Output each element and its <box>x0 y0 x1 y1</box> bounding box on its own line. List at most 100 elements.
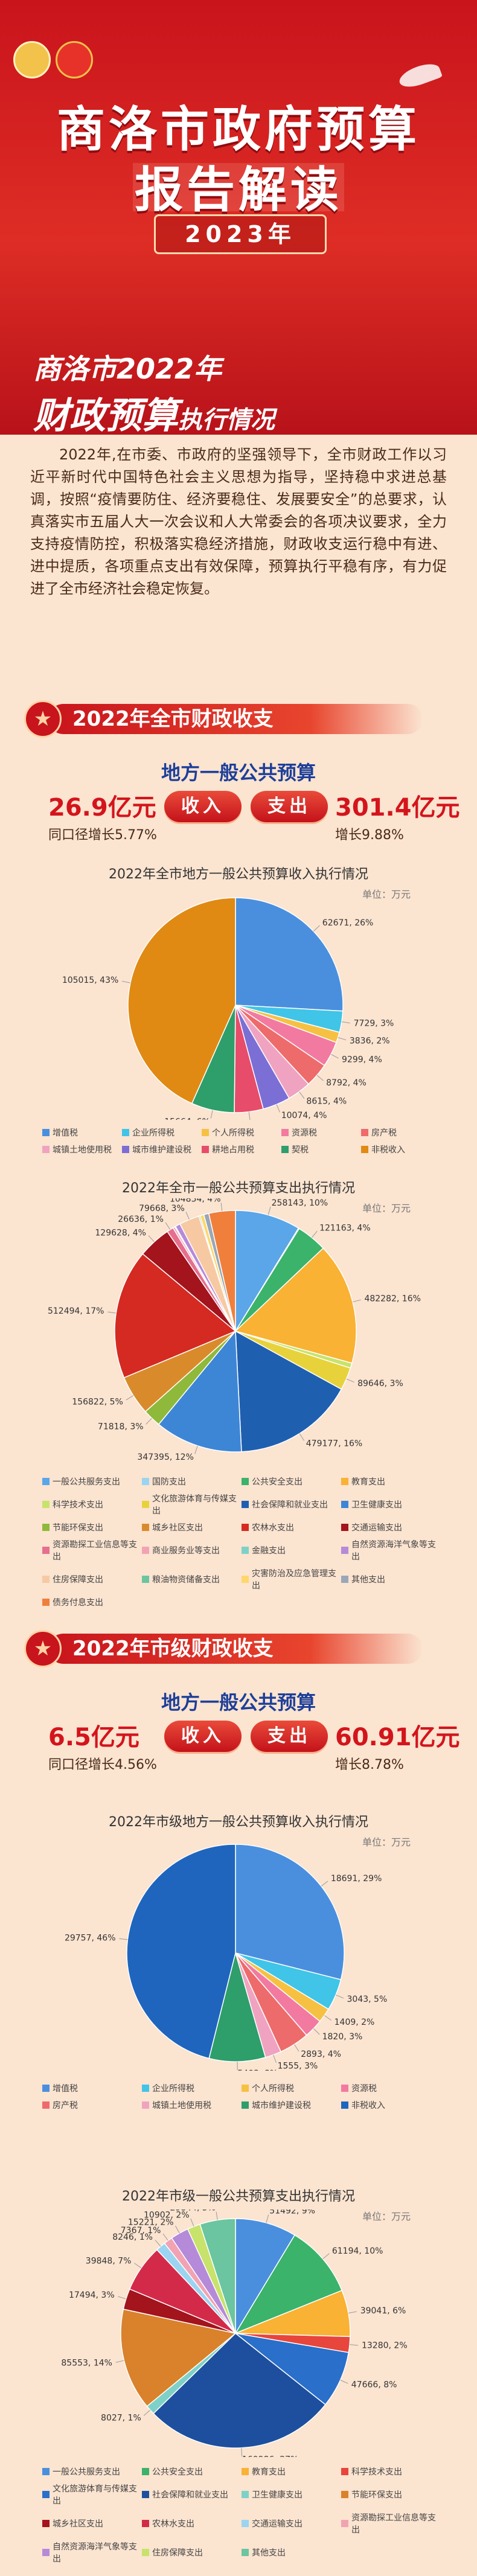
legend-item: 个人所得税 <box>242 2082 341 2094</box>
legend-label: 农林水支出 <box>252 1523 294 1533</box>
header: 商洛市政府预算 报告解读 2023年 商洛市2022年 财政预算执行情况 <box>0 0 477 435</box>
legend-item: 城市维护建设税 <box>122 1143 202 1155</box>
legend-swatch <box>122 1146 129 1153</box>
section-bar <box>48 704 423 734</box>
subtitle: 商洛市2022年 <box>33 353 222 385</box>
legend-label: 农林水支出 <box>152 2519 194 2529</box>
legend-item: 公共安全支出 <box>242 1475 341 1488</box>
legend-label: 个人所得税 <box>212 1128 254 1138</box>
legend-swatch <box>341 2520 348 2527</box>
value-label: 10902, 2% <box>144 2210 190 2220</box>
legend-item: 非税收入 <box>341 2099 441 2111</box>
legend-item: 金融支出 <box>242 1538 341 1562</box>
legend-label: 卫生健康支出 <box>351 1500 402 1510</box>
value-label: 17494, 3% <box>69 2290 115 2300</box>
emblem <box>56 41 93 78</box>
title: 商洛市政府预算 <box>57 101 420 158</box>
unit-label: 单位：万元 <box>362 1836 411 1848</box>
legend-swatch <box>142 1547 149 1554</box>
leader-line <box>312 1230 318 1238</box>
leader-line <box>313 2028 320 2035</box>
legend-label: 企业所得税 <box>152 2084 194 2094</box>
value-label: 89646, 3% <box>357 1379 403 1389</box>
legend-item: 房产税 <box>42 2099 142 2111</box>
legend-swatch <box>202 1146 209 1153</box>
legend-label: 国防支出 <box>152 1477 186 1487</box>
leader-line <box>299 1091 305 1099</box>
pie-slice <box>114 1253 237 1379</box>
legend-item: 耕地占用税 <box>202 1143 281 1155</box>
legend-swatch <box>281 1129 289 1136</box>
value-label: 29844, 5% <box>170 2210 216 2213</box>
legend-swatch <box>341 1478 348 1485</box>
legend-item: 资源勘探工业信息等支出 <box>341 2511 441 2536</box>
legend-swatch <box>42 2491 50 2498</box>
leader-line <box>119 1938 128 1940</box>
legend-swatch <box>42 2085 50 2092</box>
legend-item: 农林水支出 <box>142 2511 242 2536</box>
legend-swatch <box>142 2101 149 2109</box>
leader-line <box>331 1054 339 1059</box>
value-label: 1409, 2% <box>335 2018 375 2027</box>
skyline <box>133 163 344 211</box>
legend-label: 交通运输支出 <box>252 2519 303 2529</box>
legend-label: 自然资源海洋气象等支出 <box>351 1540 436 1562</box>
legend-item: 国防支出 <box>142 1475 242 1488</box>
leader-line <box>165 1222 171 1230</box>
pie-slice <box>158 1330 242 1453</box>
pie-chart: 62671, 26% 7729, 3% 3836, 2% 9299, 4% 8792, … <box>62 897 394 1120</box>
legend-item: 城镇土地使用税 <box>142 2099 242 2111</box>
legend-item: 房产税 <box>361 1127 441 1139</box>
legend: 增值税 企业所得税 个人所得税 资源税 房产税 城镇土地使用税 城市维护建设税 耕地占用税 契税… <box>42 1124 441 1158</box>
leader-line <box>276 1104 280 1113</box>
legend-item: 自然资源海洋气象等支出 <box>341 1538 441 1562</box>
section-subtitle: 地方一般公共预算 <box>161 1691 316 1714</box>
leader-line <box>352 1299 361 1303</box>
legend-swatch <box>42 2549 50 2556</box>
legend-label: 其他支出 <box>252 2548 286 2558</box>
legend-swatch <box>361 1129 368 1136</box>
value-label: 10074, 4% <box>281 1111 327 1120</box>
legend-item: 一般公共服务支出 <box>42 1475 142 1488</box>
legend-swatch <box>142 2549 149 2556</box>
legend-item: 资源税 <box>341 2082 441 2094</box>
legend-item: 城乡社区支出 <box>42 2511 142 2536</box>
legend-label: 非税收入 <box>351 2101 385 2111</box>
legend-label: 资源税 <box>292 1128 317 1138</box>
chart-title: 2022年市级地方一般公共预算收入执行情况 <box>109 1815 368 1830</box>
legend-item: 城乡社区支出 <box>142 1521 242 1533</box>
value-label: 5403, 8% <box>237 2069 278 2071</box>
legend-label: 一般公共服务支出 <box>53 1477 120 1487</box>
legend-label: 城乡社区支出 <box>53 2519 103 2529</box>
legend-swatch <box>341 2101 348 2109</box>
legend-item: 资源税 <box>281 1127 361 1139</box>
value-label: 39848, 7% <box>86 2256 132 2266</box>
value-label: 8792, 4% <box>326 1078 367 1088</box>
value-label: 13280, 2% <box>362 2341 408 2351</box>
value-label: 8027, 1% <box>101 2413 141 2423</box>
value-label: 479177, 16% <box>306 1439 362 1448</box>
value-label: 51492, 9% <box>269 2210 315 2216</box>
emblem <box>13 41 51 78</box>
value-label: 3836, 2% <box>350 1036 390 1046</box>
value-label: 482282, 16% <box>364 1294 420 1304</box>
income-amount: 26.9亿元 <box>48 794 156 822</box>
leader-line <box>210 1110 213 1119</box>
legend-label: 增值税 <box>53 2084 78 2094</box>
legend-swatch <box>42 2101 50 2109</box>
expense-growth: 增长8.78% <box>335 1757 404 1772</box>
legend-label: 商业服务业等支出 <box>152 1546 220 1556</box>
legend-item: 债务付息支出 <box>42 1596 142 1608</box>
pie-slice <box>235 1330 342 1453</box>
leader-line <box>316 1075 324 1081</box>
legend: 一般公共服务支出 公共安全支出 教育支出 科学技术支出 文化旅游体育与传媒支出 社会保障和… <box>42 2463 441 2567</box>
expense-pill: 支出 <box>251 791 328 822</box>
legend-item: 社会保障和就业支出 <box>142 2482 242 2507</box>
value-label: 39041, 6% <box>360 2306 406 2316</box>
legend-label: 非税收入 <box>371 1145 405 1155</box>
chart-title: 2022年全市地方一般公共预算收入执行情况 <box>109 867 368 882</box>
expense-growth: 增长9.88% <box>335 828 404 843</box>
leader-line <box>134 2263 142 2269</box>
legend-item: 节能环保支出 <box>341 2482 441 2507</box>
legend-item: 卫生健康支出 <box>341 1492 441 1517</box>
